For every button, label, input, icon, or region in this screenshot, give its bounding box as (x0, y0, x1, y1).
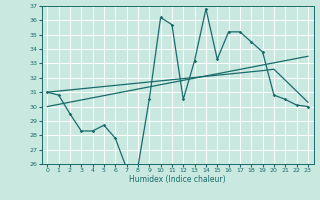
X-axis label: Humidex (Indice chaleur): Humidex (Indice chaleur) (129, 175, 226, 184)
